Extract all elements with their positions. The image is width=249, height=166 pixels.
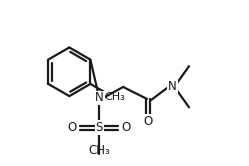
Text: N: N bbox=[168, 80, 177, 93]
Text: O: O bbox=[67, 121, 77, 134]
Text: S: S bbox=[96, 121, 103, 134]
Text: O: O bbox=[122, 121, 131, 134]
Text: CH₃: CH₃ bbox=[104, 92, 125, 102]
Text: N: N bbox=[95, 91, 104, 104]
Text: O: O bbox=[143, 115, 152, 128]
Text: CH₃: CH₃ bbox=[88, 144, 110, 157]
